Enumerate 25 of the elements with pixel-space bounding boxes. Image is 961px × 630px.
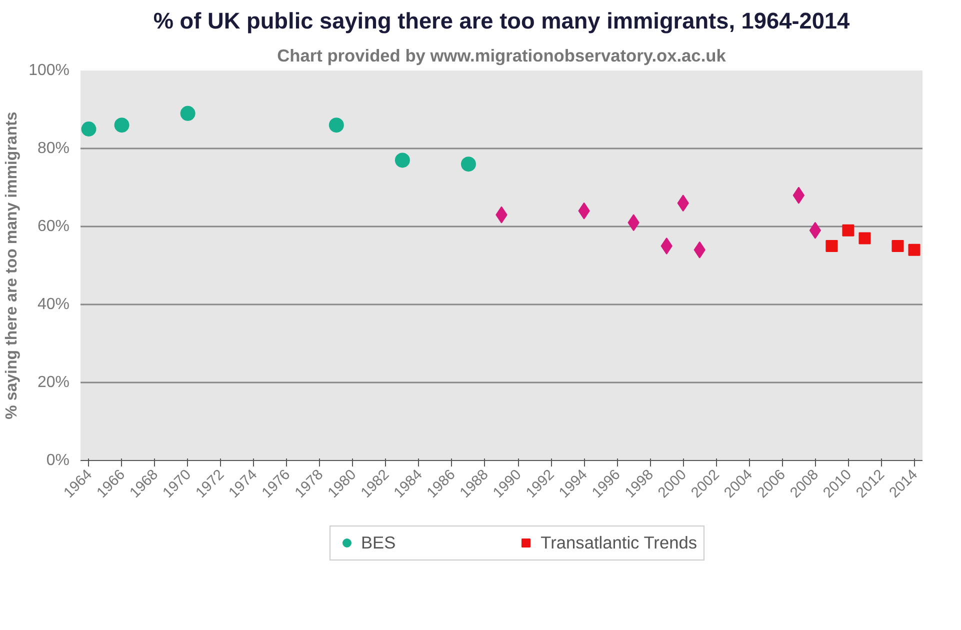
point	[892, 240, 904, 252]
chart-subtitle: Chart provided by www.migrationobservatory.ox.ac.uk	[277, 46, 726, 66]
y-axis-title: % saying there are too many immigrants	[4, 112, 21, 420]
legend-label: Transatlantic Trends	[540, 532, 698, 553]
point	[826, 240, 838, 252]
point	[180, 106, 196, 121]
point	[908, 244, 920, 256]
point	[858, 232, 871, 244]
y-tick-label: 60%	[37, 218, 70, 235]
legend-label: BES	[360, 532, 396, 553]
y-tick-label: 0%	[46, 452, 70, 469]
chart-title: % of UK public saying there are too many immigrants, 1964-2014	[153, 8, 850, 34]
point	[460, 156, 476, 172]
y-tick-label: 20%	[37, 374, 70, 391]
point	[792, 186, 805, 204]
y-tick-label: 100%	[28, 62, 70, 79]
point	[394, 152, 410, 168]
y-tick-label: 40%	[37, 296, 70, 313]
point	[842, 224, 854, 236]
point	[114, 118, 130, 133]
point	[328, 118, 344, 133]
point	[81, 122, 96, 136]
point	[809, 222, 822, 239]
point	[660, 238, 672, 254]
y-tick-label: 80%	[37, 140, 70, 157]
